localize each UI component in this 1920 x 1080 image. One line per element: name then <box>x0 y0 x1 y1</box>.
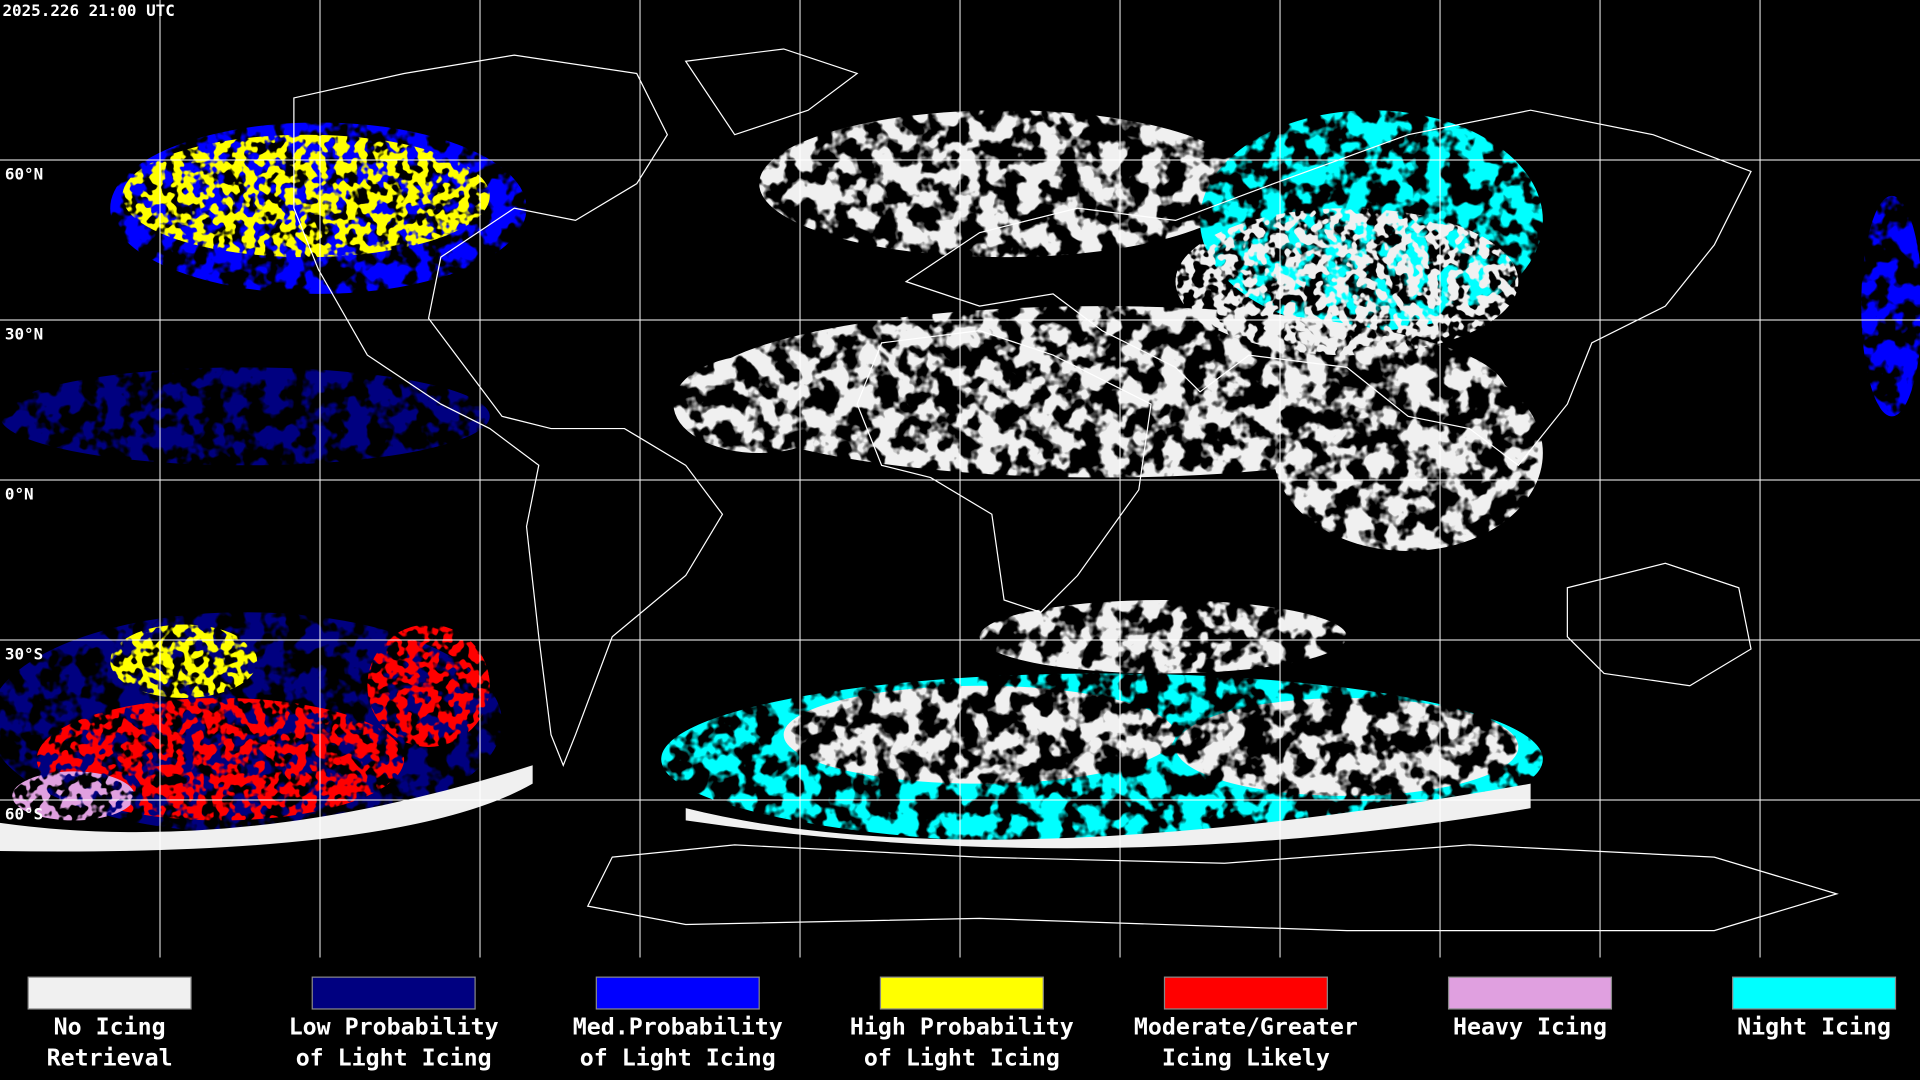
latitude-label: 60°S <box>5 805 43 824</box>
latitude-label: 30°N <box>5 325 43 344</box>
legend-label: No Icing <box>54 1014 166 1041</box>
legend-label: Retrieval <box>47 1044 173 1071</box>
legend-swatch <box>27 976 192 1010</box>
legend-label: Icing Likely <box>1162 1044 1330 1071</box>
latitude-label: 0°N <box>5 485 34 504</box>
legend-label: of Light Icing <box>580 1044 776 1071</box>
cloud-imagery <box>0 110 1920 852</box>
coastlines <box>293 48 1839 932</box>
legend-swatch <box>311 976 476 1010</box>
legend-label: of Light Icing <box>864 1044 1060 1071</box>
legend-swatch <box>1163 976 1328 1010</box>
legend-swatch <box>879 976 1044 1010</box>
latitude-label: 60°N <box>5 165 43 184</box>
legend-swatch <box>1447 976 1613 1010</box>
timestamp: 2025.226 21:00 UTC <box>2 1 174 20</box>
legend-label: Heavy Icing <box>1453 1014 1607 1041</box>
graticule <box>0 0 1920 958</box>
legend-label: Night Icing <box>1737 1014 1891 1041</box>
latitude-label: 30°S <box>5 645 43 664</box>
legend-swatch <box>1732 976 1897 1010</box>
legend-swatch <box>595 976 760 1010</box>
legend-label: of Light Icing <box>296 1044 492 1071</box>
legend-label: Moderate/Greater <box>1134 1014 1358 1041</box>
legend-label: High Probability <box>850 1014 1074 1041</box>
legend-label: Med.Probability <box>573 1014 783 1041</box>
legend-label: Low Probability <box>289 1014 499 1041</box>
